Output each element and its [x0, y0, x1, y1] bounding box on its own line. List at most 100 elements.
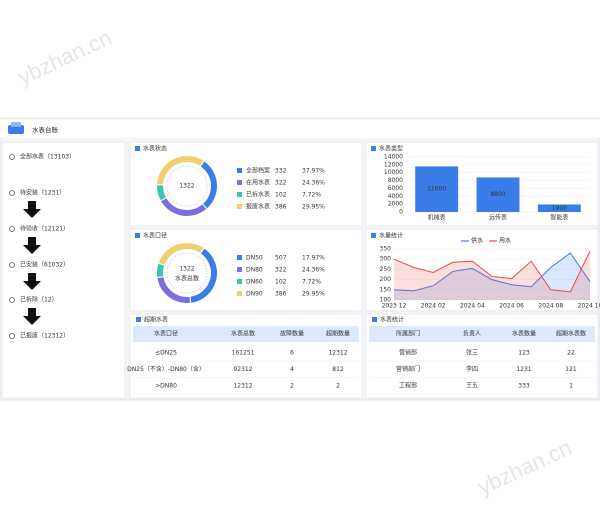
x-tick-label: 2024 06	[499, 303, 524, 310]
y-tick-label: 14000	[384, 154, 403, 161]
legend-label: 供水	[471, 237, 483, 245]
y-tick-label: 8000	[388, 177, 403, 184]
legend-count: 322	[275, 180, 287, 187]
panel-title: 水表状态	[143, 145, 167, 153]
y-tick-label: 2000	[388, 201, 403, 208]
panel-title: 水量统计	[379, 232, 403, 240]
bar-label: 8800	[490, 191, 505, 198]
item-dot	[9, 154, 15, 160]
legend-percent: 24.36%	[302, 180, 325, 187]
x-tick-label: 2023 12	[382, 303, 407, 310]
x-tick-label: 2024 02	[421, 303, 446, 310]
x-tick-label: 2024 10	[578, 303, 600, 310]
column-header: 负责人	[463, 330, 481, 338]
column-header: 超期水表数	[556, 330, 586, 338]
header-icon	[8, 125, 24, 134]
inner-ring	[166, 252, 208, 294]
header-title: 水表台账	[32, 125, 59, 134]
sidebar	[1, 141, 126, 399]
flow-arrow	[23, 308, 41, 325]
sidebar-item: 待安装（1231）	[20, 189, 65, 197]
item-dot	[9, 297, 15, 303]
legend-label: DN50	[246, 255, 263, 262]
legend-swatch	[237, 279, 242, 284]
table-cell: 工程部	[399, 382, 417, 390]
x-tick-label: 机械表	[428, 214, 446, 222]
table-cell: >DN80	[155, 383, 177, 390]
table-cell: 营销部门	[396, 365, 420, 373]
y-tick-label: 350	[380, 246, 392, 253]
header-bar	[0, 120, 600, 138]
table-cell: 6	[290, 350, 294, 357]
table-cell: 张三	[466, 349, 478, 357]
table-cell: 12312	[233, 383, 252, 390]
legend-count: 386	[275, 291, 287, 298]
watermark: ybzhan.cn	[474, 435, 575, 500]
table-cell: 王五	[466, 383, 478, 390]
legend-swatch	[237, 204, 242, 209]
donut-segment	[158, 243, 204, 265]
donut-segment	[200, 161, 217, 209]
bar	[476, 177, 520, 212]
sidebar-item: 待验收（12121）	[20, 225, 69, 233]
column-header: 水表口径	[154, 330, 178, 338]
center-value: 1322	[179, 183, 194, 190]
y-tick-label: 0	[399, 209, 403, 216]
table-cell: 333	[518, 383, 530, 390]
table-cell: 161251	[232, 350, 255, 357]
table-cell: 123	[518, 350, 530, 357]
table-cell: 1231	[516, 366, 531, 373]
legend-label: DN90	[246, 291, 263, 298]
column-header: 所属部门	[396, 330, 420, 338]
legend-swatch	[237, 291, 242, 296]
donut-segment	[157, 156, 204, 185]
panel	[129, 141, 363, 227]
legend-count: 102	[275, 192, 287, 199]
legend-percent: 24.36%	[302, 267, 325, 274]
title-marker	[135, 146, 140, 151]
column-header: 超期数量	[326, 330, 350, 338]
title-marker	[136, 317, 141, 322]
x-tick-label: 2024 04	[460, 303, 485, 310]
donut-segment	[190, 248, 217, 303]
donut-segment	[157, 185, 166, 201]
panel-title: 水表统计	[380, 316, 404, 324]
sidebar-item: 已拆除（12）	[20, 296, 58, 304]
series-line	[393, 250, 591, 293]
legend-count: 386	[275, 204, 287, 211]
donut-segment	[157, 277, 191, 303]
sidebar-item: 已报废（12312）	[20, 332, 69, 340]
y-tick-label: 250	[380, 266, 392, 273]
legend-label: 报废水表	[246, 203, 270, 211]
item-dot	[9, 226, 15, 232]
series-area	[394, 251, 590, 300]
table-cell: 1	[569, 383, 573, 390]
y-tick-label: 300	[380, 256, 392, 263]
legend-count: 322	[275, 267, 287, 274]
header-icon	[11, 122, 21, 127]
table-header	[133, 326, 359, 342]
table-cell: 121	[565, 366, 577, 373]
item-dot	[9, 190, 15, 196]
center-value: 1322	[179, 266, 194, 273]
y-tick-label: 200	[380, 276, 392, 283]
flow-arrow	[23, 201, 41, 218]
legend-label: 用水	[499, 237, 511, 245]
item-dot	[9, 262, 15, 268]
title-marker	[371, 233, 376, 238]
legend-count: 332	[275, 168, 287, 175]
donut-segment	[157, 263, 165, 278]
table-cell: 营销部	[399, 349, 417, 357]
item-dot	[9, 333, 15, 339]
panel	[129, 228, 363, 312]
legend-percent: 29.95%	[302, 204, 325, 211]
panel-title: 水表类型	[379, 145, 403, 153]
inner-ring	[166, 165, 208, 207]
y-tick-label: 12000	[384, 161, 403, 168]
legend-percent: 37.97%	[302, 168, 325, 175]
column-header: 故障数量	[280, 330, 304, 338]
flow-arrow	[23, 237, 41, 254]
legend-percent: 7.72%	[302, 192, 321, 199]
bar-label: 11600	[427, 186, 446, 193]
x-tick-label: 远传表	[489, 214, 507, 222]
